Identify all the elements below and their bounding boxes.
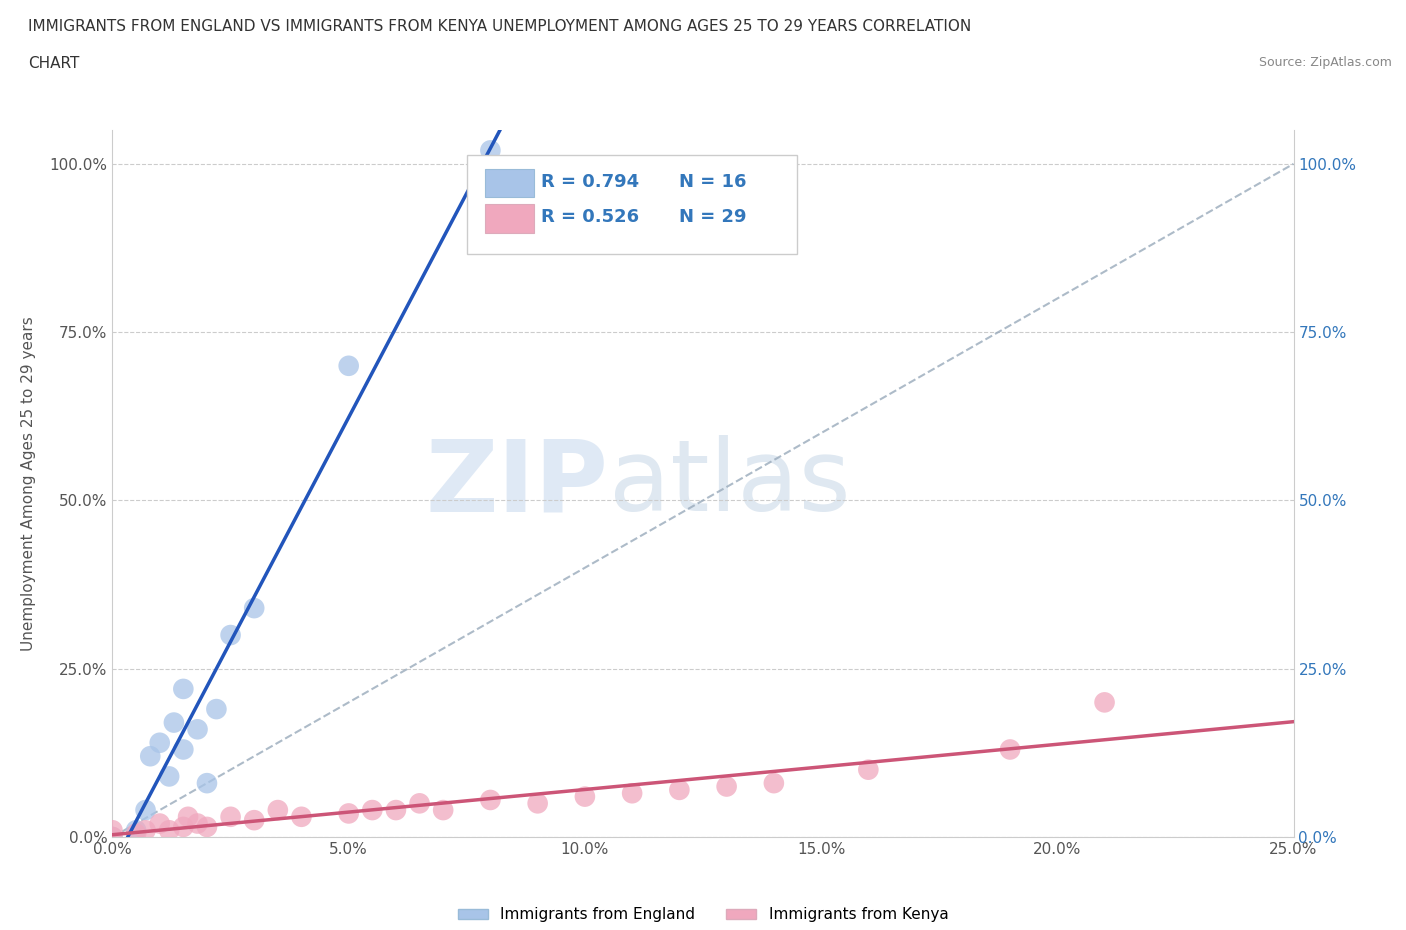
Point <box>479 143 502 158</box>
Point <box>205 701 228 716</box>
Point <box>139 749 162 764</box>
Point <box>243 601 266 616</box>
Point <box>219 628 242 643</box>
Point <box>621 786 644 801</box>
Legend: Immigrants from England, Immigrants from Kenya: Immigrants from England, Immigrants from… <box>451 901 955 928</box>
Text: R = 0.794: R = 0.794 <box>541 173 640 191</box>
Text: atlas: atlas <box>609 435 851 532</box>
Point <box>135 823 157 838</box>
Point <box>149 736 172 751</box>
Text: ZIP: ZIP <box>426 435 609 532</box>
Point <box>219 809 242 824</box>
Point <box>1094 695 1116 710</box>
FancyBboxPatch shape <box>485 205 534 232</box>
Point <box>668 782 690 797</box>
Point <box>157 823 180 838</box>
Point <box>101 823 124 838</box>
Point <box>290 809 312 824</box>
Point <box>998 742 1021 757</box>
Y-axis label: Unemployment Among Ages 25 to 29 years: Unemployment Among Ages 25 to 29 years <box>21 316 35 651</box>
Point <box>526 796 548 811</box>
Point <box>177 809 200 824</box>
Point <box>101 830 124 844</box>
Point <box>479 792 502 807</box>
Point <box>163 715 186 730</box>
Point <box>157 769 180 784</box>
Point <box>186 817 208 831</box>
Point <box>172 819 194 834</box>
Point <box>125 823 148 838</box>
Point <box>408 796 430 811</box>
Point <box>172 742 194 757</box>
Point <box>385 803 408 817</box>
Point <box>574 790 596 804</box>
Text: R = 0.526: R = 0.526 <box>541 208 640 226</box>
Point <box>149 817 172 831</box>
Text: N = 16: N = 16 <box>679 173 747 191</box>
Point <box>243 813 266 828</box>
Point <box>858 763 880 777</box>
Point <box>267 803 290 817</box>
Text: CHART: CHART <box>28 56 80 71</box>
Point <box>195 819 218 834</box>
Point <box>337 806 360 821</box>
Point <box>101 830 124 844</box>
Point <box>135 803 157 817</box>
Point <box>172 682 194 697</box>
FancyBboxPatch shape <box>485 169 534 197</box>
Point <box>337 358 360 373</box>
Text: IMMIGRANTS FROM ENGLAND VS IMMIGRANTS FROM KENYA UNEMPLOYMENT AMONG AGES 25 TO 2: IMMIGRANTS FROM ENGLAND VS IMMIGRANTS FR… <box>28 19 972 33</box>
Point <box>716 779 738 794</box>
Text: Source: ZipAtlas.com: Source: ZipAtlas.com <box>1258 56 1392 69</box>
Point <box>361 803 384 817</box>
Point <box>125 826 148 841</box>
Point <box>762 776 785 790</box>
Point <box>186 722 208 737</box>
Point <box>432 803 454 817</box>
FancyBboxPatch shape <box>467 155 797 254</box>
Point <box>195 776 218 790</box>
Text: N = 29: N = 29 <box>679 208 747 226</box>
